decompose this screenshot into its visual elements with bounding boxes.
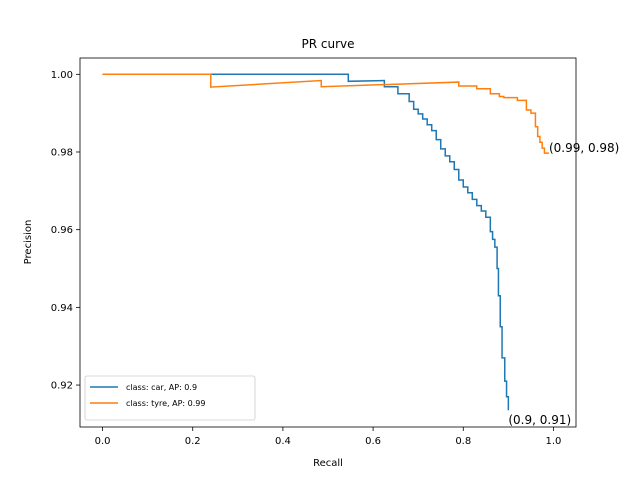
annotations: (0.99, 0.98) (0.9, 0.91)	[508, 141, 619, 427]
point-annotation: (0.9, 0.91)	[508, 413, 571, 427]
x-tick-label: 0.4	[275, 436, 291, 447]
y-tick-label: 0.94	[51, 303, 73, 314]
x-tick-label: 0.6	[365, 436, 381, 447]
series-line-tyre	[102, 73, 549, 154]
y-tick-label: 1.00	[51, 70, 73, 81]
series-lines	[102, 73, 549, 411]
x-axis-title: Recall	[313, 458, 343, 469]
y-axis-title: Precision	[23, 220, 34, 265]
x-axis: 0.0 0.2 0.4 0.6 0.8 1.0	[95, 427, 562, 447]
x-tick-label: 0.8	[455, 436, 471, 447]
x-tick-label: 0.2	[185, 436, 201, 447]
plot-frame	[79, 57, 577, 428]
legend-box	[84, 375, 256, 421]
y-axis: 0.92 0.94 0.96 0.98 1.00	[51, 70, 80, 392]
point-annotation: (0.99, 0.98)	[549, 141, 619, 155]
series-line-car	[102, 73, 510, 411]
chart-title: PR curve	[301, 37, 354, 51]
y-tick-label: 0.92	[51, 381, 73, 392]
legend-label: class: tyre, AP: 0.99	[126, 399, 205, 408]
y-tick-label: 0.96	[51, 225, 73, 236]
legend-label: class: car, AP: 0.9	[126, 383, 197, 392]
legend: class: car, AP: 0.9 class: tyre, AP: 0.99	[84, 375, 256, 421]
y-tick-label: 0.98	[51, 147, 73, 158]
x-tick-label: 0.0	[95, 436, 111, 447]
x-tick-label: 1.0	[546, 436, 562, 447]
